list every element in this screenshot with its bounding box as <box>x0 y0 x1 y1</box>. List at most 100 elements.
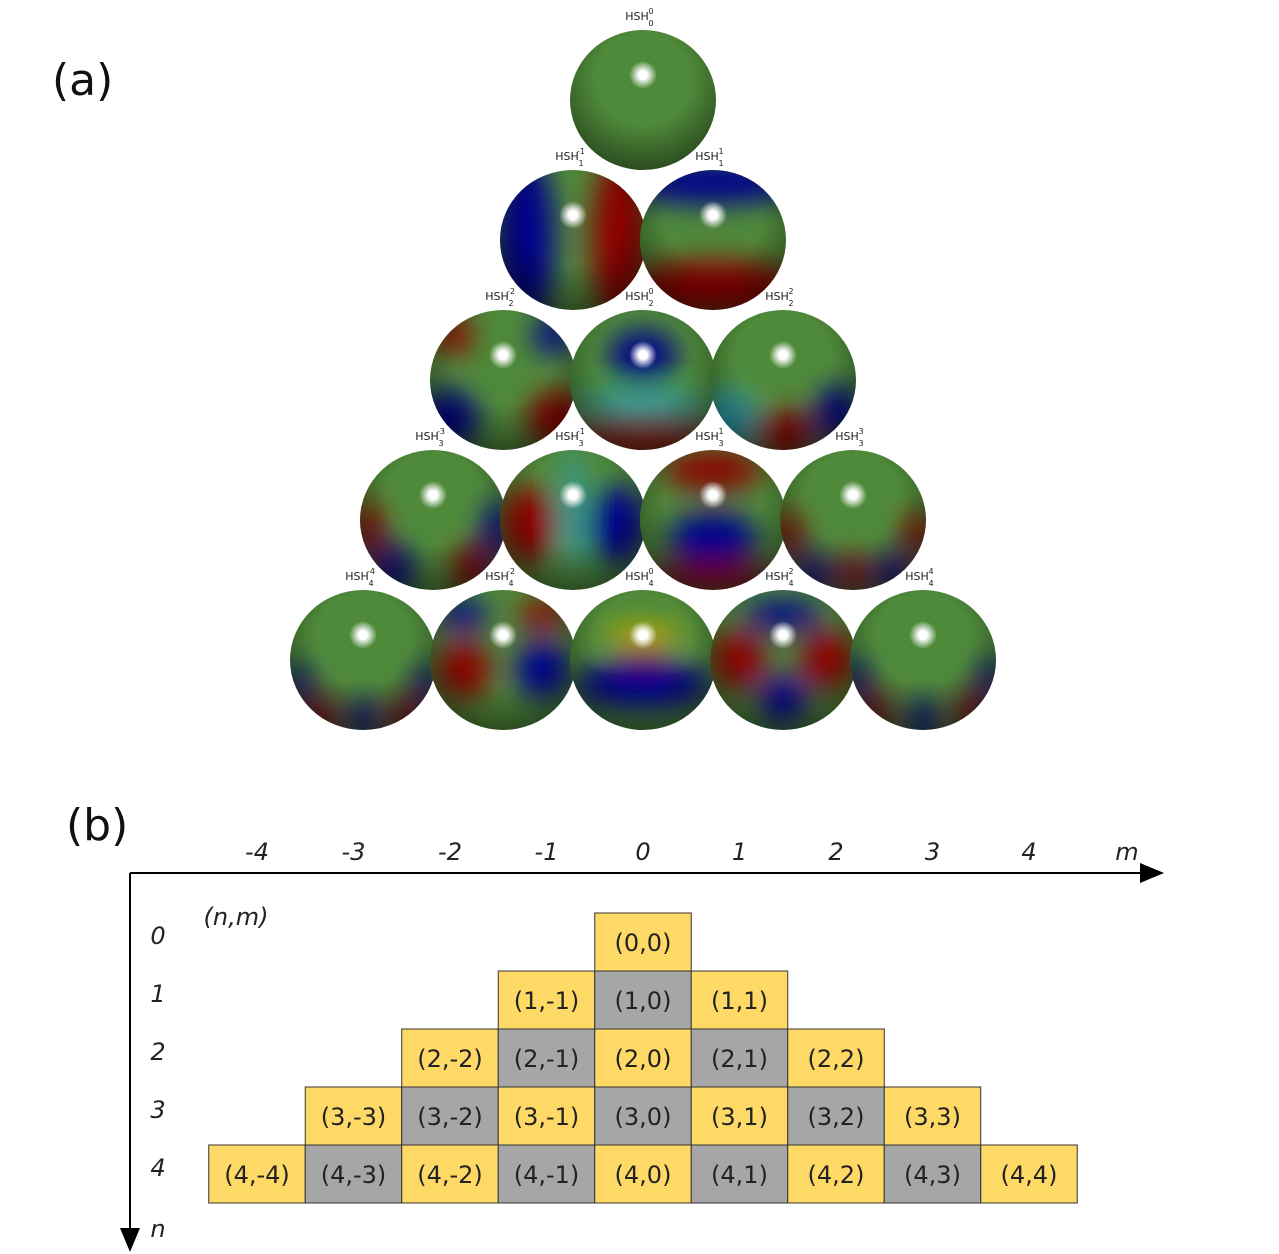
cell <box>594 912 692 972</box>
m-tick-label: -4 <box>245 838 269 866</box>
sphere-label-sup: -2 <box>507 287 515 296</box>
cell-label: (3,2) <box>808 1103 865 1131</box>
sphere-label-sup: 1 <box>718 147 723 156</box>
sphere-label-sup: -3 <box>437 427 445 436</box>
sphere-shade <box>570 310 716 450</box>
sphere-label-sub: 0 <box>648 19 653 28</box>
sphere-pattern <box>500 170 646 310</box>
sphere-label: HSH <box>485 290 509 303</box>
cell <box>497 970 596 1030</box>
cell-label: (4,1) <box>711 1161 768 1189</box>
cell <box>690 1144 789 1204</box>
cell <box>787 1144 885 1204</box>
sphere-pattern <box>500 450 646 590</box>
cell-label: (2,-2) <box>417 1045 483 1073</box>
sphere <box>850 590 996 730</box>
sphere-label-sup: -1 <box>577 147 585 156</box>
sphere-label: HSH <box>765 570 789 583</box>
sphere-highlight <box>699 201 727 229</box>
sphere-label: HSH <box>485 570 509 583</box>
n-tick-label: 4 <box>150 1154 165 1182</box>
corner-label: (n,m) <box>204 903 269 931</box>
sphere-label: HSH <box>695 150 719 163</box>
sphere-shade <box>780 450 926 590</box>
sphere-label-sub: 4 <box>788 579 793 588</box>
cell <box>304 1144 403 1204</box>
sphere-label-sub: 2 <box>648 299 653 308</box>
sphere-label: HSH <box>625 570 649 583</box>
sphere-label-sup: -4 <box>367 567 375 576</box>
sphere-shade <box>850 590 996 730</box>
sphere-label-sub: 2 <box>508 299 513 308</box>
cell <box>401 1144 499 1204</box>
sphere-label-sup: -1 <box>577 427 585 436</box>
sphere-label-sub: 3 <box>438 439 443 448</box>
sphere-shade <box>640 450 786 590</box>
sphere-pattern <box>710 590 856 730</box>
sphere-label-sup: 4 <box>928 567 933 576</box>
cell-label: (1,0) <box>615 987 672 1015</box>
sphere-highlight <box>349 621 377 649</box>
cell-label: (2,1) <box>711 1045 768 1073</box>
cell-label: (4,-3) <box>321 1161 387 1189</box>
cell-label: (4,-4) <box>224 1161 290 1189</box>
sphere <box>500 170 646 310</box>
sphere-label-sub: 4 <box>928 579 933 588</box>
sphere-pattern <box>640 450 786 590</box>
cell-label: (3,0) <box>615 1103 672 1131</box>
sphere <box>360 450 506 590</box>
sphere-label: HSH <box>345 570 369 583</box>
sphere <box>710 590 856 730</box>
sphere-highlight <box>489 621 517 649</box>
sphere-label-sub: 4 <box>648 579 653 588</box>
sphere-shade <box>710 590 856 730</box>
sphere-label-sup: 3 <box>858 427 863 436</box>
sphere-label-sup: 0 <box>648 567 653 576</box>
m-tick-label: -3 <box>342 838 366 866</box>
sphere-pattern <box>570 30 716 170</box>
m-tick-label: 3 <box>925 838 940 866</box>
cell-label: (4,3) <box>904 1161 961 1189</box>
sphere <box>500 450 646 590</box>
cell <box>497 1028 596 1088</box>
cell <box>401 1086 499 1146</box>
sphere-shade <box>430 590 576 730</box>
sphere-highlight <box>629 61 657 89</box>
n-tick-label: 0 <box>150 922 165 950</box>
sphere-pattern <box>290 590 436 730</box>
cell-label: (4,2) <box>808 1161 865 1189</box>
m-tick-label: -1 <box>535 838 559 866</box>
cell <box>883 1086 982 1146</box>
sphere-label-sub: 1 <box>578 159 583 168</box>
sphere-label-sup: -2 <box>507 567 515 576</box>
cell-label: (4,4) <box>1001 1161 1058 1189</box>
cell-label: (0,0) <box>615 929 672 957</box>
cell-label: (3,1) <box>711 1103 768 1131</box>
sphere-highlight <box>699 481 727 509</box>
sphere-shade <box>710 310 856 450</box>
sphere-label: HSH <box>555 150 579 163</box>
m-tick-label: -2 <box>438 838 462 866</box>
cell-label: (2,-1) <box>514 1045 580 1073</box>
cell <box>594 1028 692 1088</box>
sphere-pattern <box>570 590 716 730</box>
sphere-shade <box>570 590 716 730</box>
sphere-label-sub: 4 <box>368 579 373 588</box>
sphere-highlight <box>419 481 447 509</box>
cell-label: (2,2) <box>808 1045 865 1073</box>
n-tick-label: 2 <box>150 1038 165 1066</box>
sphere <box>640 450 786 590</box>
cell-label: (1,1) <box>711 987 768 1015</box>
cell-label: (3,-3) <box>321 1103 387 1131</box>
sphere-highlight <box>769 341 797 369</box>
sphere-shade <box>360 450 506 590</box>
m-tick-label: 2 <box>828 838 843 866</box>
cell <box>787 1028 885 1088</box>
cell-label: (3,3) <box>904 1103 961 1131</box>
cell <box>594 1144 692 1204</box>
sphere <box>570 590 716 730</box>
cell <box>304 1086 403 1146</box>
sphere-highlight <box>769 621 797 649</box>
sphere-highlight <box>629 341 657 369</box>
